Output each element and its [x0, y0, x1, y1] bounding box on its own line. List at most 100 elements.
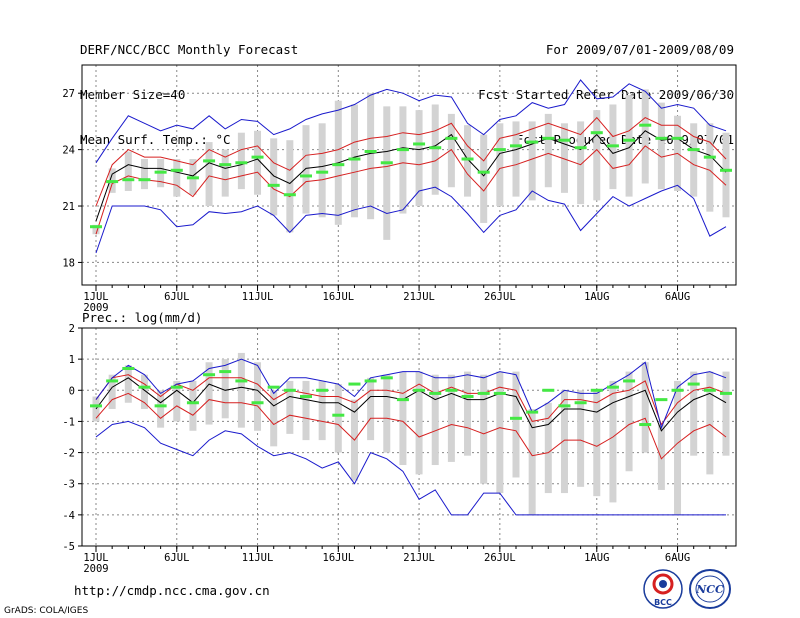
spread-box	[464, 371, 472, 456]
spread-box	[318, 380, 326, 441]
spread-box	[124, 151, 132, 191]
spread-box	[641, 362, 649, 453]
spread-box	[496, 123, 504, 207]
median-bar	[122, 178, 135, 182]
series-line-lower-1-sigma	[95, 392, 727, 460]
spread-box	[593, 110, 601, 201]
footer-url[interactable]: http://cmdp.ncc.cma.gov.cn	[74, 583, 270, 598]
spread-box	[286, 380, 294, 434]
median-bar	[154, 404, 167, 408]
y-tick-label: 0	[69, 385, 75, 397]
median-bar	[639, 423, 652, 427]
median-bar	[186, 401, 199, 405]
median-bar	[316, 170, 329, 174]
median-bar	[461, 157, 474, 161]
median-bar	[348, 157, 361, 161]
spread-box	[706, 371, 714, 475]
series-line-ensemble-min	[95, 184, 727, 254]
spread-box	[286, 140, 294, 233]
median-bar	[380, 161, 393, 165]
median-bar	[606, 144, 619, 148]
spread-box	[318, 123, 326, 218]
spread-box	[560, 123, 568, 193]
ncc-logo-text: NCC	[695, 583, 724, 596]
x-year-label: 2009	[83, 302, 108, 314]
median-bar	[477, 391, 490, 395]
spread-box	[270, 390, 278, 447]
spread-box	[480, 134, 488, 223]
x-tick-label: 1AUG	[584, 552, 609, 564]
x-tick-label: 11JUL	[242, 291, 274, 303]
y-tick-label: -5	[62, 541, 75, 553]
median-bar	[493, 391, 506, 395]
y-tick-label: -1	[62, 416, 75, 428]
spread-box	[722, 371, 730, 456]
spread-box	[431, 104, 439, 195]
median-bar	[251, 401, 264, 405]
median-bar	[510, 144, 522, 148]
median-bar	[558, 138, 571, 142]
spread-box	[221, 149, 229, 197]
y-tick-label: -2	[62, 448, 75, 460]
spread-box	[399, 106, 407, 214]
spread-box	[205, 362, 213, 425]
series-line-ensemble-max	[95, 79, 727, 164]
series-line-ensemble-mean	[95, 130, 727, 222]
median-bar	[687, 382, 700, 386]
chart-title: DERF/NCC/BCC Monthly Forecast	[80, 42, 299, 57]
y-tick-label: -3	[62, 479, 75, 491]
median-bar	[235, 379, 248, 383]
y-tick-label: 24	[62, 145, 75, 157]
series-line-upper-1-sigma	[95, 374, 727, 426]
median-bar	[445, 388, 458, 392]
median-bar	[526, 410, 539, 414]
spread-box	[706, 123, 714, 212]
spread-box	[512, 121, 520, 197]
x-tick-label: 26JUL	[484, 291, 516, 303]
median-bar	[138, 385, 151, 389]
series-line-upper-1-sigma	[95, 116, 727, 207]
median-bar	[348, 382, 361, 386]
spread-box	[350, 104, 358, 218]
x-tick-label: 6AUG	[665, 291, 690, 303]
median-bar	[170, 168, 183, 172]
x-tick-label: 16JUL	[323, 291, 355, 303]
median-bar	[186, 176, 199, 180]
median-bar	[542, 388, 555, 392]
median-bar	[526, 140, 539, 144]
spread-box	[528, 121, 536, 201]
median-bar	[590, 131, 603, 135]
x-tick-label: 1JUL	[83, 291, 108, 303]
ncc-logo: NCC	[689, 569, 731, 609]
spread-box	[593, 390, 601, 497]
median-bar	[574, 146, 587, 150]
median-bar	[364, 149, 377, 153]
spread-box	[254, 130, 262, 195]
median-bar	[590, 388, 603, 392]
spread-box	[544, 402, 552, 494]
median-bar	[445, 136, 458, 140]
median-bar	[380, 376, 393, 380]
median-bar	[90, 404, 102, 408]
median-bar	[703, 155, 716, 159]
median-bar	[639, 123, 652, 127]
spread-box	[302, 380, 310, 441]
spread-box	[189, 380, 197, 431]
median-bar	[606, 385, 619, 389]
x-tick-label: 16JUL	[323, 552, 355, 564]
median-bar	[623, 138, 636, 142]
x-tick-label: 1AUG	[584, 291, 609, 303]
median-bar	[316, 388, 329, 392]
median-bar	[332, 163, 345, 167]
median-bar	[170, 385, 183, 389]
x-tick-label: 21JUL	[403, 291, 435, 303]
spread-box	[367, 377, 375, 441]
spread-box	[641, 89, 649, 184]
bcc-logo: BCC	[643, 569, 683, 609]
y-tick-label: 21	[62, 201, 75, 213]
median-bar	[219, 370, 232, 374]
median-bar	[542, 136, 555, 140]
spread-box	[447, 113, 455, 188]
median-bar	[283, 388, 296, 392]
